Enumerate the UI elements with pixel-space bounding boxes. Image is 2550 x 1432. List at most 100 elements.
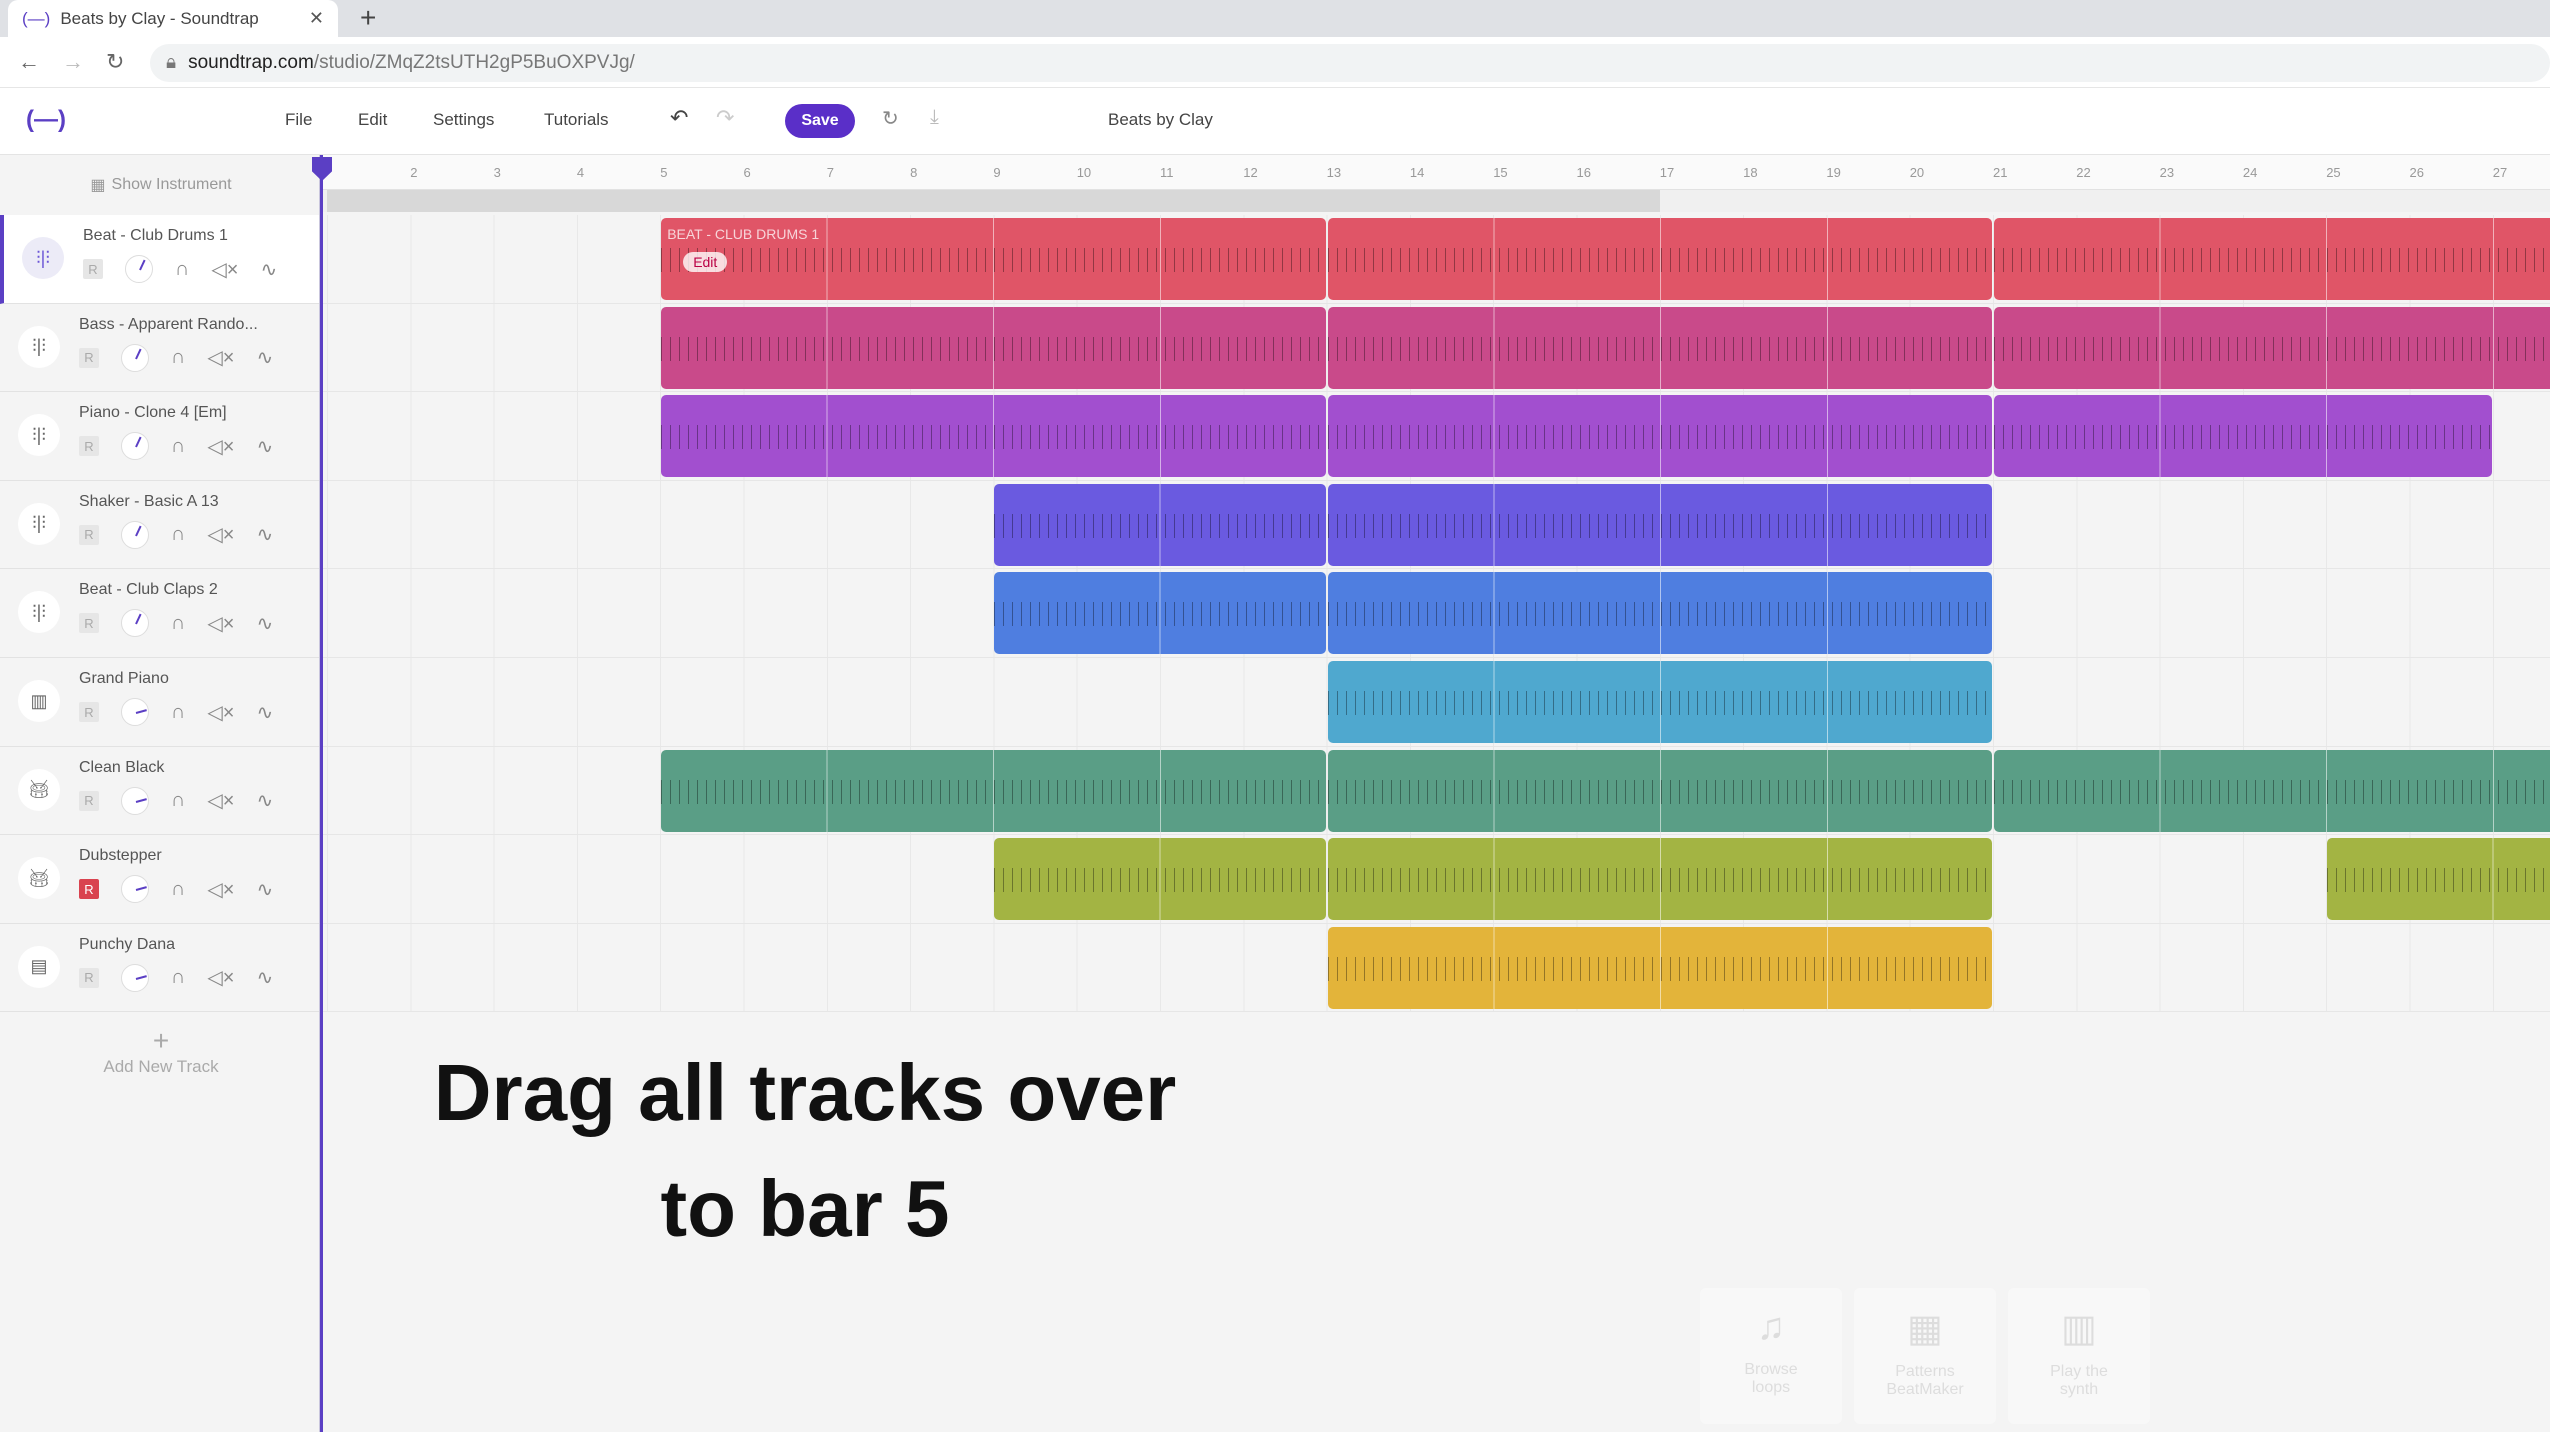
record-arm-button[interactable]: R: [79, 702, 99, 722]
audio-clip[interactable]: [661, 306, 1326, 389]
audio-clip[interactable]: [1994, 749, 2550, 832]
track-lane[interactable]: [322, 392, 2550, 481]
record-arm-button[interactable]: R: [79, 347, 99, 368]
url-input[interactable]: 🔒︎ soundtrap.com/studio/ZMqZ2tsUTH2gP5Bu…: [150, 44, 2550, 82]
track-lane[interactable]: BEAT - CLUB DRUMS 1 Edit: [322, 215, 2550, 304]
playhead-line[interactable]: [320, 155, 323, 1432]
audio-clip[interactable]: [994, 572, 1326, 655]
drum-icon[interactable]: 🥁︎: [18, 768, 60, 811]
add-new-track-button[interactable]: + Add New Track: [0, 1025, 322, 1077]
drum-icon[interactable]: 🥁︎: [18, 857, 60, 900]
back-icon[interactable]: ←: [18, 49, 40, 74]
audio-clip[interactable]: [1994, 218, 2550, 300]
waveform-icon[interactable]: ⫶|⫶: [18, 502, 60, 545]
headphones-solo-icon[interactable]: ∩: [171, 346, 186, 369]
automation-icon[interactable]: ∿: [256, 790, 274, 813]
record-arm-button[interactable]: R: [79, 524, 99, 545]
loop-region[interactable]: [327, 190, 1660, 212]
volume-knob[interactable]: [121, 520, 149, 549]
volume-knob[interactable]: [121, 698, 149, 726]
track-header[interactable]: ⫶|⫶ Bass - Apparent Rando... R ∩ ◁× ∿: [0, 303, 319, 393]
record-arm-button[interactable]: R: [83, 259, 103, 279]
track-name[interactable]: Bass - Apparent Rando...: [79, 315, 258, 333]
mute-icon[interactable]: ◁×: [207, 435, 235, 458]
track-header[interactable]: ⫶|⫶ Beat - Club Claps 2 R ∩ ◁× ∿: [0, 569, 319, 658]
track-lane[interactable]: [322, 569, 2550, 658]
audio-clip[interactable]: [1327, 483, 1992, 566]
audio-clip[interactable]: [1994, 395, 2492, 478]
audio-clip[interactable]: [994, 483, 1326, 566]
mute-icon[interactable]: ◁×: [207, 612, 235, 635]
automation-icon[interactable]: ∿: [256, 878, 274, 901]
mute-icon[interactable]: ◁×: [211, 258, 239, 281]
automation-icon[interactable]: ∿: [256, 967, 274, 990]
record-arm-button[interactable]: R: [79, 613, 99, 634]
track-name[interactable]: Punchy Dana: [79, 935, 176, 953]
browser-tab[interactable]: (—) Beats by Clay - Soundtrap ✕: [8, 0, 338, 37]
headphones-solo-icon[interactable]: ∩: [171, 877, 186, 900]
menu-file[interactable]: File: [285, 110, 313, 129]
track-lane[interactable]: [322, 303, 2550, 393]
edit-clip-button[interactable]: Edit: [683, 252, 728, 272]
audio-clip[interactable]: [2327, 838, 2550, 921]
automation-icon[interactable]: ∿: [260, 258, 278, 281]
waveform-icon[interactable]: ⫶|⫶: [18, 325, 60, 368]
track-name[interactable]: Clean Black: [79, 758, 165, 776]
audio-clip[interactable]: [1327, 218, 1992, 300]
track-lane[interactable]: [322, 923, 2550, 1013]
forward-icon[interactable]: →: [62, 49, 84, 74]
save-button[interactable]: Save: [785, 104, 855, 138]
mute-icon[interactable]: ◁×: [207, 967, 235, 990]
volume-knob[interactable]: [121, 609, 149, 638]
waveform-icon[interactable]: ⫶|⫶: [22, 237, 64, 279]
record-arm-button[interactable]: R: [79, 790, 99, 811]
waveform-icon[interactable]: ⫶|⫶: [18, 414, 60, 457]
volume-knob[interactable]: [121, 875, 149, 904]
audio-clip[interactable]: [1327, 395, 1992, 478]
record-arm-button[interactable]: R: [79, 436, 99, 457]
track-name[interactable]: Beat - Club Claps 2: [79, 581, 218, 599]
redo-icon[interactable]: ↷: [716, 105, 735, 130]
track-header[interactable]: ⫶|⫶ Piano - Clone 4 [Em] R ∩ ◁× ∿: [0, 392, 319, 481]
beatmaker-icon[interactable]: ▤: [18, 945, 60, 988]
volume-knob[interactable]: [121, 786, 149, 815]
volume-knob[interactable]: [121, 963, 149, 992]
menu-edit[interactable]: Edit: [358, 110, 388, 129]
reload-icon[interactable]: ↻: [106, 49, 125, 74]
volume-knob[interactable]: [125, 255, 153, 283]
mute-icon[interactable]: ◁×: [207, 524, 235, 547]
track-lane[interactable]: [322, 480, 2550, 570]
automation-icon[interactable]: ∿: [256, 347, 274, 370]
quick-start-card[interactable]: ▥ Play the synth: [2008, 1288, 2150, 1424]
automation-icon[interactable]: ∿: [256, 524, 274, 547]
download-icon[interactable]: ⤓: [930, 106, 939, 128]
headphones-solo-icon[interactable]: ∩: [175, 257, 190, 280]
audio-clip[interactable]: BEAT - CLUB DRUMS 1 Edit: [661, 218, 1326, 300]
track-header[interactable]: ▥ Grand Piano R ∩ ◁× ∿: [0, 658, 319, 747]
audio-clip[interactable]: [1994, 306, 2550, 389]
close-tab-icon[interactable]: ✕: [308, 8, 324, 28]
waveform-icon[interactable]: ⫶|⫶: [18, 591, 60, 634]
headphones-solo-icon[interactable]: ∩: [171, 434, 186, 457]
audio-clip[interactable]: [661, 395, 1326, 478]
track-header[interactable]: ⫶|⫶ Shaker - Basic A 13 R ∩ ◁× ∿: [0, 480, 319, 570]
track-header[interactable]: ▤ Punchy Dana R ∩ ◁× ∿: [0, 923, 319, 1013]
piano-icon[interactable]: ▥: [18, 680, 60, 722]
audio-clip[interactable]: [1327, 749, 1992, 832]
automation-icon[interactable]: ∿: [256, 612, 274, 635]
headphones-solo-icon[interactable]: ∩: [171, 966, 186, 989]
track-lane[interactable]: [322, 746, 2550, 836]
mute-icon[interactable]: ◁×: [207, 347, 235, 370]
quick-start-card[interactable]: ♫ Browse loops: [1700, 1288, 1842, 1424]
timeline-ruler[interactable]: 2 3 4 5 6 7 8 9 10 11 12 13 14 15 16 17 18 19 20 21 22 23 24 25…: [322, 155, 2550, 190]
menu-tutorials[interactable]: Tutorials: [544, 110, 609, 129]
record-arm-button[interactable]: R: [79, 879, 99, 900]
headphones-solo-icon[interactable]: ∩: [171, 700, 186, 723]
quick-start-card[interactable]: ▦ Patterns BeatMaker: [1854, 1288, 1996, 1424]
track-header[interactable]: 🥁︎ Dubstepper R ∩ ◁× ∿: [0, 835, 319, 924]
audio-clip[interactable]: [1327, 661, 1992, 743]
track-lane[interactable]: [322, 835, 2550, 924]
track-header[interactable]: 🥁︎ Clean Black R ∩ ◁× ∿: [0, 746, 319, 836]
mute-icon[interactable]: ◁×: [207, 878, 235, 901]
track-header[interactable]: ⫶|⫶ Beat - Club Drums 1 R ∩ ◁× ∿: [0, 215, 319, 304]
